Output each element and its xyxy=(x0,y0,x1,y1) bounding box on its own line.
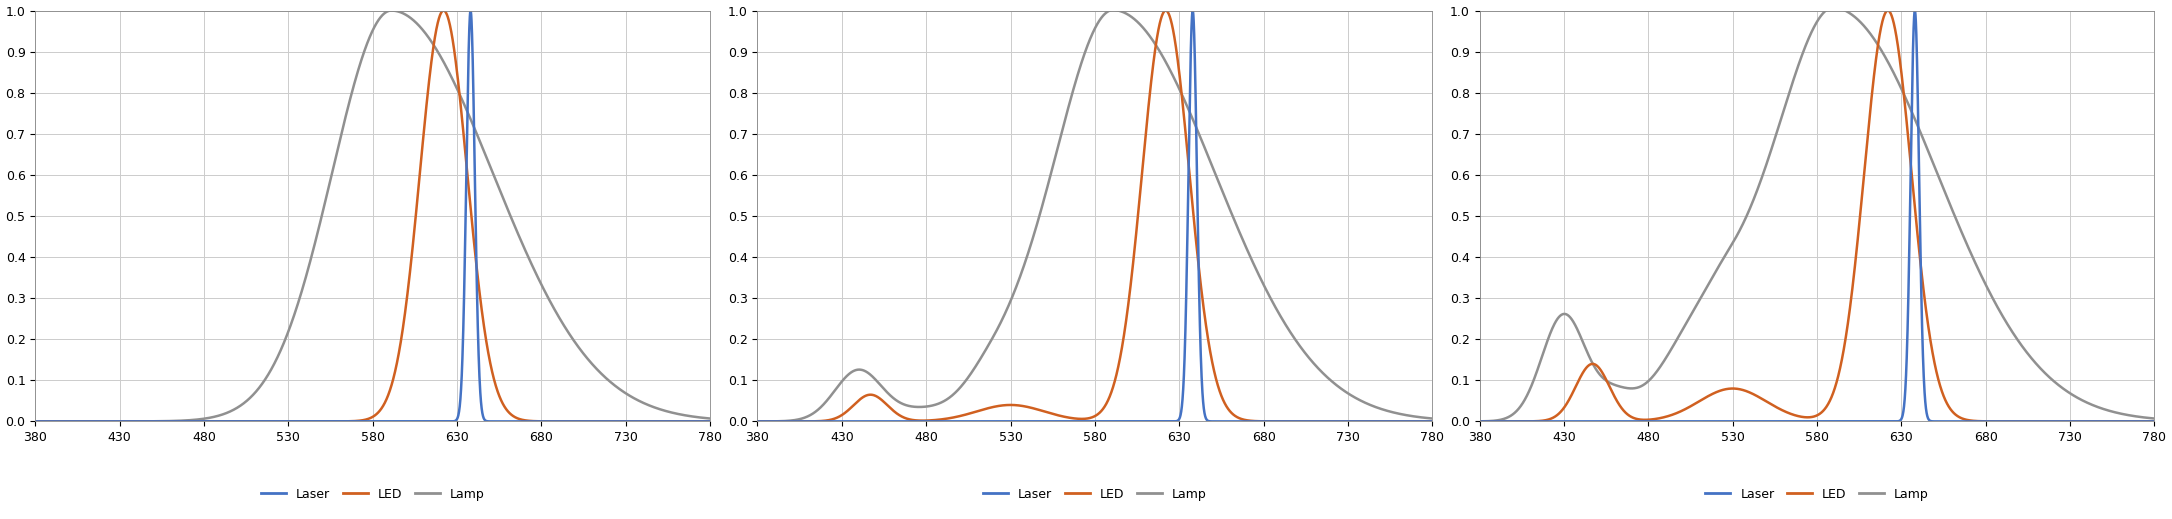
Legend: Laser, LED, Lamp: Laser, LED, Lamp xyxy=(977,483,1212,506)
Legend: Laser, LED, Lamp: Laser, LED, Lamp xyxy=(256,483,489,506)
Legend: Laser, LED, Lamp: Laser, LED, Lamp xyxy=(1701,483,1933,506)
